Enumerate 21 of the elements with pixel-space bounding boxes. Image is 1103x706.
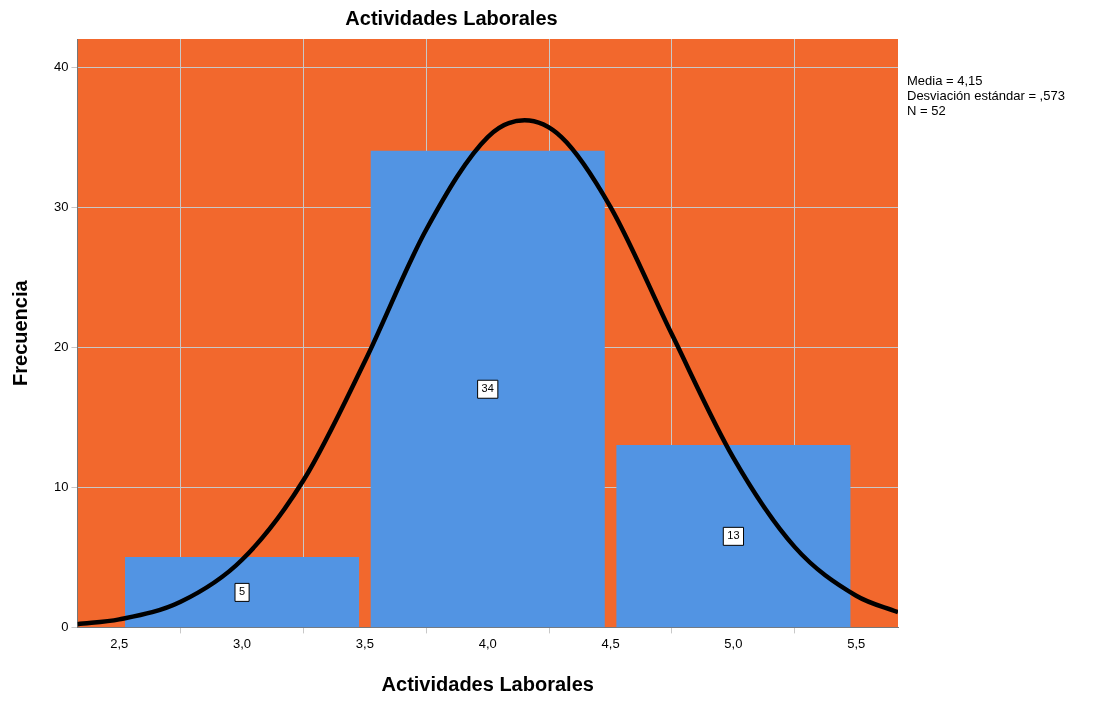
text: Media = 4,15 [907,73,984,88]
x-tick-label: 3,5 [355,635,374,651]
data-label: 5 [239,585,246,598]
y-tick-label: 10 [53,478,69,494]
x-tick-label: 4,5 [601,635,620,651]
x-axis-title: Actividades Laborales [381,672,594,695]
y-tick-label: 30 [53,198,69,214]
y-tick-label: 0 [61,618,69,634]
text: Desviación estándar = ,573 [907,88,1065,103]
text: N = 52 [907,103,947,118]
x-tick-label: 4,0 [478,635,497,651]
y-axis-title: Frecuencia [8,279,31,386]
x-tick-label: 3,0 [233,635,252,651]
y-tick-label: 20 [53,338,69,354]
chart-title: Actividades Laborales [345,6,558,29]
x-tick-label: 5,0 [724,635,743,651]
y-tick-label: 40 [53,58,69,74]
x-tick-label: 2,5 [110,635,129,651]
x-tick-label: 5,5 [847,635,866,651]
data-label: 34 [481,382,494,395]
data-label: 13 [727,529,740,542]
